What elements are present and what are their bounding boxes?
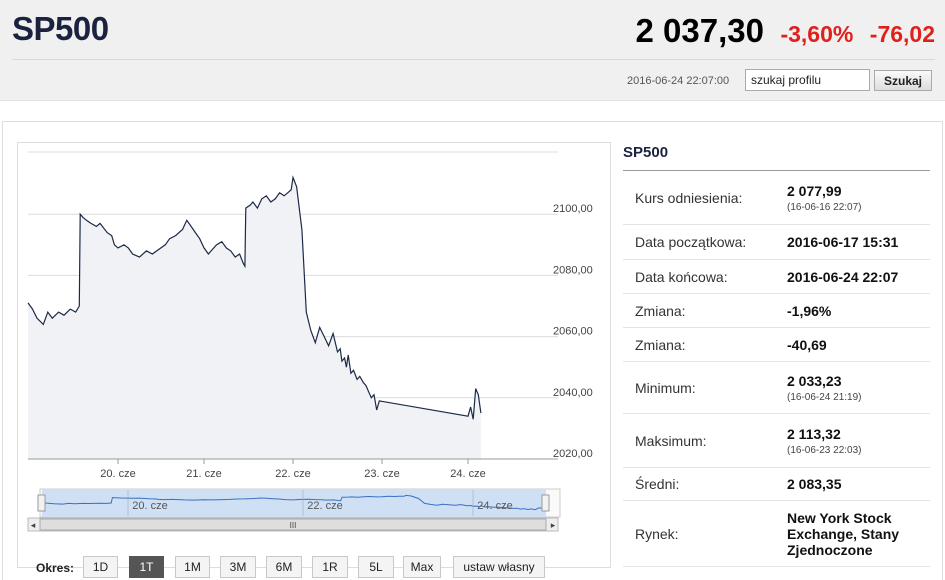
stats-label: Zmiana:	[635, 336, 686, 353]
scroll-left-arrow[interactable]: ◂	[31, 520, 36, 530]
price-area	[28, 177, 481, 459]
last-price: 2 037,30	[635, 12, 764, 49]
stats-value-main: -1,96%	[787, 302, 832, 319]
stats-label: Rynek:	[635, 525, 679, 542]
navigator-handle-right[interactable]	[541, 494, 550, 512]
stats-row: Zmiana: -1,96%	[623, 294, 930, 328]
scroll-right-arrow[interactable]: ▸	[551, 520, 556, 530]
stats-value-main: 2 033,23	[787, 372, 842, 389]
navigator-handle-left[interactable]	[37, 494, 46, 512]
stats-label: Data końcowa:	[635, 268, 728, 285]
period-button-1t[interactable]: 1T	[129, 556, 164, 578]
price-line	[27, 175, 482, 420]
stats-value: -40,69	[787, 328, 930, 361]
change-value: -76,02	[869, 21, 935, 47]
stats-value-main: 2 077,99	[787, 182, 842, 199]
x-tick-label: 24. cze	[450, 468, 485, 480]
chart-navigator[interactable]: 20. cze 22. cze 24. cze	[37, 488, 561, 518]
y-tick-label: 2100,00	[553, 203, 593, 215]
stats-value-main: -40,69	[787, 336, 827, 353]
period-button-5l[interactable]: 5L	[358, 556, 394, 578]
y-tick-label: 2040,00	[553, 387, 593, 399]
stats-value-main: 2016-06-24 22:07	[787, 268, 899, 285]
period-button-1m[interactable]: 1M	[175, 556, 210, 578]
price-chart[interactable]: 2100,00 2080,00 2060,00 2040,00 2020,00 20. …	[18, 143, 612, 569]
stats-value-main: 2 113,32	[787, 425, 841, 442]
stats-value-main: 2016-06-17 15:31	[787, 234, 899, 250]
stats-value: 2 083,35	[787, 468, 930, 500]
stats-row: Data początkowa: 2016-06-17 15:31	[623, 225, 930, 260]
chart-container: 2100,00 2080,00 2060,00 2040,00 2020,00 20. …	[17, 142, 611, 568]
stats-label: Kurs odniesienia:	[635, 189, 743, 206]
stats-value: 2 113,32 (16-06-23 22:03)	[787, 414, 930, 467]
stats-row: Data końcowa: 2016-06-24 22:07	[623, 260, 930, 294]
stats-rows: Kurs odniesienia: 2 077,99 (16-06-16 22:07…	[623, 171, 930, 567]
stats-value: 2 077,99 (16-06-16 22:07)	[787, 171, 930, 224]
x-tick-label: 22. cze	[275, 468, 310, 480]
y-axis: 2100,00 2080,00 2060,00 2040,00 2020,00	[553, 203, 593, 460]
stats-row: Maksimum: 2 113,32 (16-06-23 22:03)	[623, 414, 930, 468]
stats-label: Data początkowa:	[635, 234, 747, 250]
period-button-6m[interactable]: 6M	[266, 556, 302, 578]
stats-row: Rynek: New York Stock Exchange, Stany Zje…	[623, 501, 930, 567]
x-tick-label: 21. cze	[186, 468, 221, 480]
stats-row: Średni: 2 083,35	[623, 468, 930, 501]
scrollbar-grip: III	[290, 521, 297, 530]
navigator-tick-label: 24. cze	[477, 500, 512, 512]
stats-value: 2016-06-24 22:07	[787, 260, 930, 293]
quote-summary: 2 037,30 -3,60% -76,02	[636, 12, 935, 50]
stats-table: SP500 Kurs odniesienia: 2 077,99 (16-06-16…	[623, 144, 930, 567]
x-tick-label: 20. cze	[100, 468, 135, 480]
navigator-tick-label: 20. cze	[132, 500, 167, 512]
stats-row: Minimum: 2 033,23 (16-06-24 21:19)	[623, 362, 930, 414]
stats-label: Średni:	[635, 476, 680, 492]
content-panel: 2100,00 2080,00 2060,00 2040,00 2020,00 20. …	[2, 121, 943, 580]
period-button-max[interactable]: Max	[403, 556, 441, 578]
stats-value: -1,96%	[787, 294, 930, 327]
stats-value-main: 2 083,35	[787, 476, 842, 492]
x-axis: 20. cze 21. cze 22. cze 23. cze 24. cze	[28, 458, 558, 480]
change-percent: -3,60%	[780, 21, 854, 47]
stats-value-date: (16-06-16 22:07)	[787, 201, 862, 213]
stats-value: 2016-06-17 15:31	[787, 225, 930, 259]
stats-value-date: (16-06-23 22:03)	[787, 444, 862, 456]
scrollbar-thumb[interactable]	[39, 518, 547, 531]
stats-value-main: New York Stock Exchange, Stany Zjednoczo…	[787, 509, 900, 558]
period-button-1d[interactable]: 1D	[83, 556, 118, 578]
navigator-line	[41, 494, 547, 511]
stats-label: Maksimum:	[635, 432, 707, 449]
navigator-selection[interactable]	[42, 489, 546, 517]
y-tick-label: 2060,00	[553, 326, 593, 338]
ticker-symbol: SP500	[12, 10, 109, 47]
period-button-1r[interactable]: 1R	[312, 556, 348, 578]
navigator-tick-label: 22. cze	[307, 500, 342, 512]
stats-value: New York Stock Exchange, Stany Zjednoczo…	[787, 501, 930, 566]
period-button-3m[interactable]: 3M	[220, 556, 256, 578]
search-button[interactable]: Szukaj	[874, 70, 932, 91]
period-label: Okres:	[36, 561, 75, 575]
y-tick-label: 2020,00	[553, 448, 593, 460]
stats-title: SP500	[623, 144, 930, 171]
navigator-axis: 20. cze 22. cze 24. cze	[127, 490, 513, 516]
header-divider	[12, 59, 935, 60]
stats-value: 2 033,23 (16-06-24 21:19)	[787, 362, 930, 413]
stats-row: Kurs odniesienia: 2 077,99 (16-06-16 22:07…	[623, 171, 930, 225]
y-tick-label: 2080,00	[553, 264, 593, 276]
stats-row: Zmiana: -40,69	[623, 328, 930, 362]
profile-search-input[interactable]	[745, 69, 870, 91]
x-tick-label: 23. cze	[364, 468, 399, 480]
stats-value-date: (16-06-24 21:19)	[787, 391, 862, 403]
stats-label: Minimum:	[635, 379, 696, 396]
quote-header: SP500 2 037,30 -3,60% -76,02 2016-06-24 …	[0, 0, 945, 101]
stats-label: Zmiana:	[635, 302, 686, 319]
chart-scrollbar[interactable]: III ◂ ▸	[27, 517, 559, 532]
quote-timestamp: 2016-06-24 22:07:00	[627, 75, 730, 87]
period-button-ustaw-własny[interactable]: ustaw własny	[453, 556, 545, 578]
